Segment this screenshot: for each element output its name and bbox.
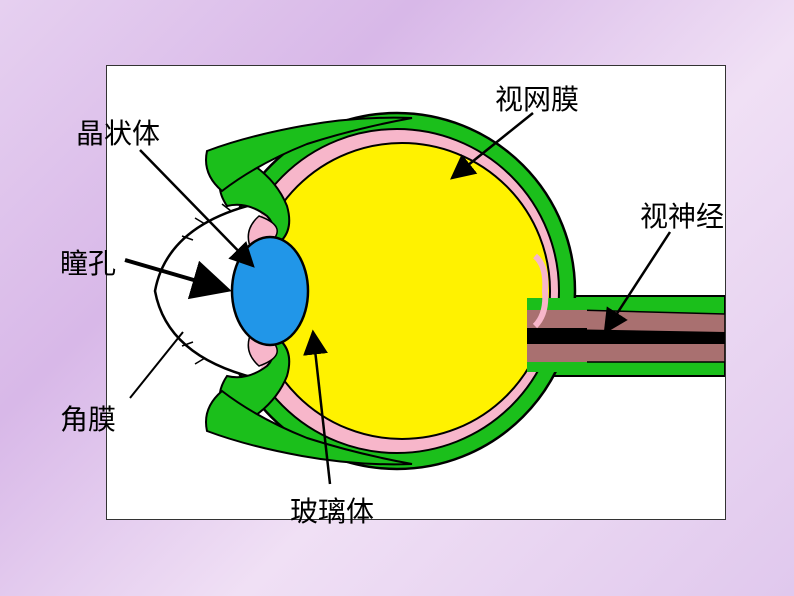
vitreous-arrow — [313, 332, 330, 484]
cornea-arrow — [130, 332, 183, 398]
pupil-arrow — [125, 260, 228, 290]
arrows-layer — [0, 0, 794, 596]
retina-arrow — [452, 113, 533, 178]
opticnerve-arrow — [605, 232, 670, 332]
lens-arrow — [140, 150, 253, 266]
